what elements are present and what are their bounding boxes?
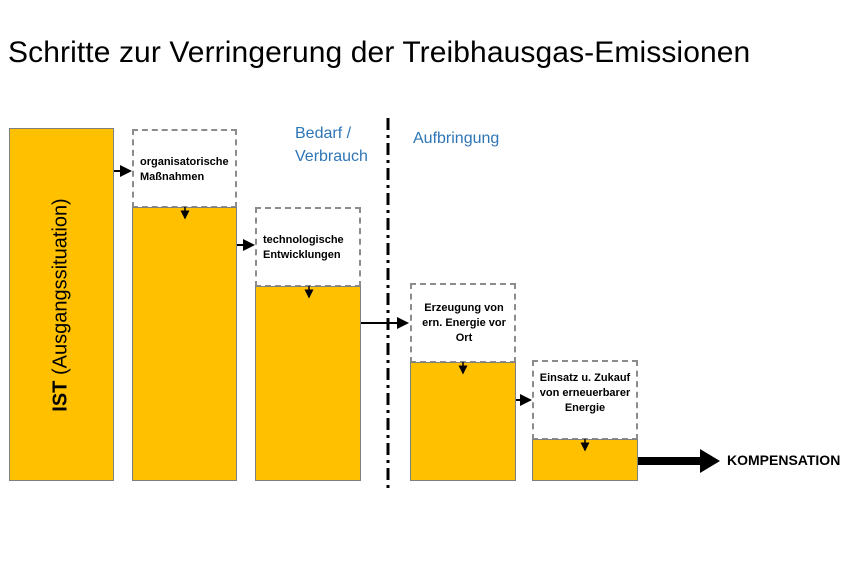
- page-title: Schritte zur Verringerung der Treibhausg…: [8, 36, 751, 69]
- step-2-bar: [255, 286, 361, 481]
- section-demand-label: Bedarf / Verbrauch: [295, 125, 368, 165]
- step-3-bar: [410, 362, 516, 481]
- kompensation-arrow-shaft: [638, 457, 702, 465]
- step-3-reduction-box: [410, 283, 516, 363]
- step-4-label: Einsatz u. Zukauf von erneuerbarer Energ…: [539, 372, 631, 414]
- kompensation-arrow-head: [700, 449, 720, 473]
- result-label: KOMPENSATION: [727, 452, 841, 468]
- ist-bar: [9, 128, 114, 481]
- step-1-bar: [132, 207, 237, 481]
- step-4-reduction-box: [532, 360, 638, 440]
- step-3-label: Erzeugung von ern. Energie vor Ort: [422, 302, 506, 344]
- step-1-label: organisatorische Maßnahmen: [140, 156, 229, 183]
- step-2-label: technologische Entwicklungen: [263, 234, 344, 261]
- section-supply-label: Aufbringung: [413, 130, 500, 147]
